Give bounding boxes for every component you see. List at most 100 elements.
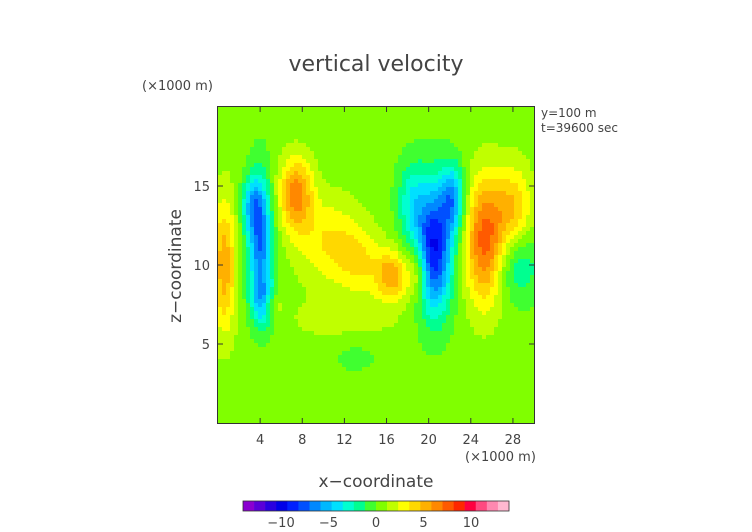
field-cell (258, 191, 263, 196)
field-cell (406, 355, 411, 360)
field-cell (402, 211, 407, 216)
field-cell (458, 271, 463, 276)
field-cell (490, 323, 495, 328)
field-cell (406, 331, 411, 336)
field-cell (354, 203, 359, 208)
field-cell (302, 227, 307, 232)
field-cell (242, 359, 247, 364)
field-cell (270, 247, 275, 252)
field-cell (330, 299, 335, 304)
field-cell (422, 219, 427, 224)
field-cell (402, 147, 407, 152)
field-cell (218, 311, 223, 316)
field-cell (462, 115, 467, 120)
field-cell (426, 127, 431, 132)
field-cell (242, 207, 247, 212)
field-cell (450, 303, 455, 308)
field-cell (426, 179, 431, 184)
field-cell (422, 319, 427, 324)
field-cell (486, 307, 491, 312)
field-cell (446, 191, 451, 196)
field-cell (242, 251, 247, 256)
field-cell (450, 251, 455, 256)
field-cell (294, 211, 299, 216)
field-cell (298, 351, 303, 356)
field-cell (434, 335, 439, 340)
field-cell (430, 111, 435, 116)
field-cell (458, 243, 463, 248)
field-cell (322, 319, 327, 324)
field-cell (314, 159, 319, 164)
field-cell (434, 303, 439, 308)
field-cell (298, 347, 303, 352)
field-cell (418, 259, 423, 264)
field-cell (454, 343, 459, 348)
field-cell (454, 151, 459, 156)
field-cell (510, 183, 515, 188)
field-cell (522, 187, 527, 192)
field-cell (362, 143, 367, 148)
field-cell (526, 287, 531, 292)
field-cell (354, 291, 359, 296)
field-cell (470, 195, 475, 200)
field-cell (526, 231, 531, 236)
field-cell (230, 319, 235, 324)
field-cell (354, 315, 359, 320)
field-cell (290, 331, 295, 336)
field-cell (234, 163, 239, 168)
field-cell (514, 107, 519, 112)
field-cell (442, 175, 447, 180)
field-cell (298, 291, 303, 296)
field-cell (290, 251, 295, 256)
field-cell (354, 219, 359, 224)
field-cell (386, 287, 391, 292)
field-cell (350, 287, 355, 292)
field-cell (474, 235, 479, 240)
field-cell (422, 175, 427, 180)
field-cell (486, 219, 491, 224)
field-cell (230, 311, 235, 316)
field-cell (434, 155, 439, 160)
field-cell (302, 351, 307, 356)
field-cell (426, 319, 431, 324)
field-cell (502, 119, 507, 124)
field-cell (246, 159, 251, 164)
field-cell (462, 239, 467, 244)
field-cell (490, 327, 495, 332)
field-cell (262, 307, 267, 312)
field-cell (290, 327, 295, 332)
field-cell (430, 243, 435, 248)
field-cell (250, 159, 255, 164)
field-cell (510, 299, 515, 304)
field-cell (338, 227, 343, 232)
field-cell (494, 319, 499, 324)
field-cell (390, 179, 395, 184)
field-cell (378, 255, 383, 260)
field-cell (314, 351, 319, 356)
field-cell (282, 291, 287, 296)
field-cell (222, 259, 227, 264)
field-cell (262, 343, 267, 348)
field-cell (486, 199, 491, 204)
field-cell (422, 199, 427, 204)
field-cell (370, 243, 375, 248)
field-cell (354, 335, 359, 340)
field-cell (310, 275, 315, 280)
field-cell (458, 239, 463, 244)
field-cell (486, 155, 491, 160)
field-cell (470, 211, 475, 216)
field-cell (242, 319, 247, 324)
field-cell (378, 315, 383, 320)
field-cell (326, 267, 331, 272)
field-cell (398, 199, 403, 204)
field-cell (262, 311, 267, 316)
field-cell (482, 315, 487, 320)
field-cell (382, 295, 387, 300)
field-cell (474, 147, 479, 152)
field-cell (362, 175, 367, 180)
field-cell (394, 183, 399, 188)
field-cell (318, 119, 323, 124)
field-cell (278, 167, 283, 172)
field-cell (310, 155, 315, 160)
field-cell (430, 207, 435, 212)
